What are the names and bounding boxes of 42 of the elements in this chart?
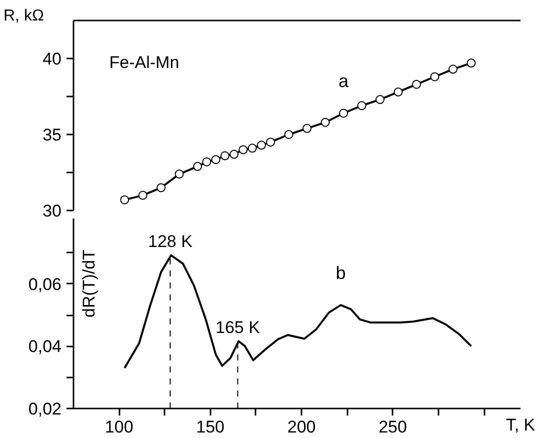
y-tick-label: 40 bbox=[42, 50, 62, 68]
ref-line-label: 165 K bbox=[215, 318, 261, 338]
point bbox=[320, 118, 330, 127]
ref-line-label: 128 K bbox=[148, 232, 194, 251]
point bbox=[238, 145, 248, 154]
series-label: b bbox=[336, 263, 346, 284]
point bbox=[138, 190, 148, 200]
point bbox=[174, 170, 184, 179]
point bbox=[248, 144, 257, 153]
y-tick-label: 0,06 bbox=[28, 274, 62, 294]
x-axis-title: T, K bbox=[506, 416, 536, 434]
point bbox=[266, 138, 276, 147]
point bbox=[394, 87, 403, 96]
y-tick-label: 30 bbox=[42, 202, 62, 220]
point bbox=[430, 72, 440, 82]
x-tick-label: 100 bbox=[104, 418, 134, 436]
point bbox=[448, 64, 458, 74]
point bbox=[256, 140, 266, 150]
point bbox=[376, 95, 385, 104]
x-tick-label: 250 bbox=[378, 418, 407, 436]
point bbox=[211, 155, 220, 164]
x-tick-label: 200 bbox=[287, 418, 316, 436]
point bbox=[230, 150, 239, 159]
point bbox=[120, 195, 130, 204]
point bbox=[202, 157, 212, 166]
y-tick-label: 0,02 bbox=[28, 400, 62, 418]
y-tick-label: 35 bbox=[42, 126, 62, 144]
point bbox=[339, 108, 348, 118]
annotation: Fe-Al-Mn bbox=[109, 52, 180, 72]
point bbox=[412, 80, 422, 89]
point bbox=[193, 162, 202, 171]
point bbox=[220, 151, 230, 160]
point bbox=[302, 124, 312, 133]
series-label: a bbox=[338, 71, 350, 92]
y-axis-title: dR(T)/dT bbox=[80, 250, 98, 318]
y-axis-title: R, kΩ bbox=[4, 8, 44, 24]
y-tick-label: 0,04 bbox=[28, 337, 62, 356]
point bbox=[284, 130, 294, 139]
x-tick-label: 150 bbox=[196, 418, 225, 436]
point bbox=[156, 183, 166, 192]
point bbox=[466, 58, 476, 68]
point bbox=[357, 101, 366, 110]
